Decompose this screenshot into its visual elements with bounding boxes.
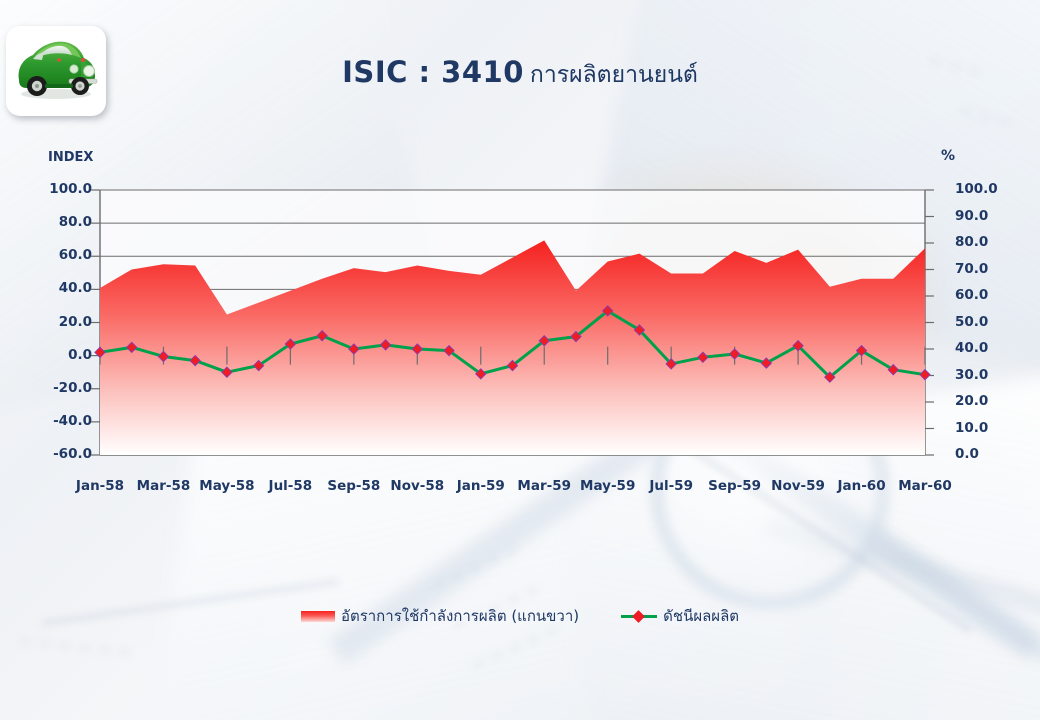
right-axis-tick-label: 60.0 bbox=[955, 287, 989, 303]
data-point-marker bbox=[855, 344, 868, 357]
page-title: ISIC : 3410 การผลิตยานยนต์ bbox=[0, 55, 1040, 93]
line-diamond-swatch-icon bbox=[621, 610, 658, 623]
data-point-marker bbox=[728, 348, 741, 360]
left-axis-tick-label: 40.0 bbox=[58, 280, 92, 297]
x-axis-tick-label: Nov-59 bbox=[771, 478, 825, 494]
right-axis-tick-label: 100.0 bbox=[955, 181, 998, 197]
data-point-marker bbox=[284, 338, 297, 350]
area-capacity-utilization bbox=[100, 240, 925, 455]
data-point-marker bbox=[633, 324, 646, 336]
right-axis-tick-label: 50.0 bbox=[955, 313, 989, 330]
left-axis-tick-label: 0.0 bbox=[68, 346, 92, 363]
data-point-marker bbox=[221, 366, 233, 378]
data-point-marker bbox=[601, 305, 614, 317]
isic-code: ISIC : 3410 bbox=[342, 55, 524, 89]
right-axis-title: % bbox=[941, 148, 956, 164]
legend-label-production-index: ดัชนีผลผลิต bbox=[663, 607, 740, 625]
legend-item-capacity-utilization: อัตราการใช้กำลังการผลิต (แกนขวา) bbox=[300, 604, 580, 628]
right-axis-tick-label: 0.0 bbox=[955, 446, 979, 462]
data-point-marker bbox=[665, 358, 677, 370]
x-axis-tick-label: Jan-59 bbox=[456, 478, 505, 494]
right-axis-tick-label: 20.0 bbox=[955, 393, 989, 409]
legend-item-production-index: ดัชนีผลผลิต bbox=[621, 604, 739, 628]
data-point-marker bbox=[760, 357, 773, 369]
chart-legend: อัตราการใช้กำลังการผลิต (แกนขวา) ดัชนีผล… bbox=[0, 604, 1040, 628]
right-axis-tick-label: 80.0 bbox=[955, 234, 989, 250]
x-axis-tick-label: Sep-58 bbox=[327, 478, 381, 494]
data-point-marker bbox=[919, 368, 931, 381]
data-point-marker bbox=[157, 350, 170, 363]
data-point-marker bbox=[697, 351, 709, 364]
data-point-marker bbox=[348, 343, 360, 355]
data-point-marker bbox=[94, 346, 106, 359]
data-point-marker bbox=[887, 363, 900, 376]
data-point-marker bbox=[570, 330, 582, 343]
x-axis-tick-label: May-58 bbox=[199, 478, 255, 494]
x-axis-tick-label: Jul-59 bbox=[649, 478, 693, 494]
data-point-marker bbox=[125, 341, 138, 354]
data-point-marker bbox=[475, 368, 487, 380]
data-point-marker bbox=[792, 339, 804, 352]
left-axis-tick-label: -40.0 bbox=[53, 412, 92, 429]
left-axis-tick-label: 60.0 bbox=[58, 247, 92, 264]
left-axis-tick-label: -20.0 bbox=[53, 379, 92, 396]
x-axis-tick-label: Jul-58 bbox=[268, 478, 313, 494]
right-axis-tick-label: 40.0 bbox=[955, 340, 989, 356]
x-axis-tick-label: Mar-60 bbox=[898, 478, 952, 494]
right-axis-tick-label: 90.0 bbox=[955, 207, 989, 224]
data-point-marker bbox=[506, 359, 519, 372]
data-point-marker bbox=[538, 334, 550, 347]
right-axis-tick-label: 30.0 bbox=[955, 366, 989, 383]
left-axis-title: INDEX bbox=[48, 150, 94, 165]
x-axis-tick-label: Jan-58 bbox=[75, 478, 125, 494]
data-point-marker bbox=[379, 339, 392, 351]
x-axis-tick-label: Jan-60 bbox=[837, 478, 886, 494]
x-axis-tick-label: Mar-58 bbox=[136, 478, 191, 494]
x-axis-tick-label: Mar-59 bbox=[517, 478, 572, 494]
x-axis-tick-label: Sep-59 bbox=[708, 478, 762, 494]
data-point-marker bbox=[252, 359, 265, 372]
right-axis-tick-label: 10.0 bbox=[955, 419, 989, 436]
data-point-marker bbox=[443, 344, 455, 357]
x-axis-tick-label: May-59 bbox=[580, 478, 636, 494]
area-swatch-icon bbox=[300, 610, 335, 622]
right-axis-tick-label: 70.0 bbox=[955, 260, 989, 277]
data-point-marker bbox=[411, 343, 424, 355]
x-axis-tick-label: Nov-58 bbox=[390, 478, 445, 494]
left-axis-tick-label: -60.0 bbox=[53, 446, 92, 462]
isic-name-thai: การผลิตยานยนต์ bbox=[529, 62, 698, 88]
data-point-marker bbox=[189, 354, 201, 367]
left-axis-tick-label: 100.0 bbox=[49, 181, 92, 197]
industry-logo-card bbox=[6, 26, 106, 116]
data-point-marker bbox=[316, 329, 328, 342]
data-point-marker bbox=[824, 371, 836, 383]
legend-label-capacity-utilization: อัตราการใช้กำลังการผลิต (แกนขวา) bbox=[340, 607, 580, 625]
left-axis-tick-label: 20.0 bbox=[58, 313, 92, 330]
green-beetle-car-icon bbox=[18, 41, 98, 99]
left-axis-tick-label: 80.0 bbox=[58, 214, 92, 231]
